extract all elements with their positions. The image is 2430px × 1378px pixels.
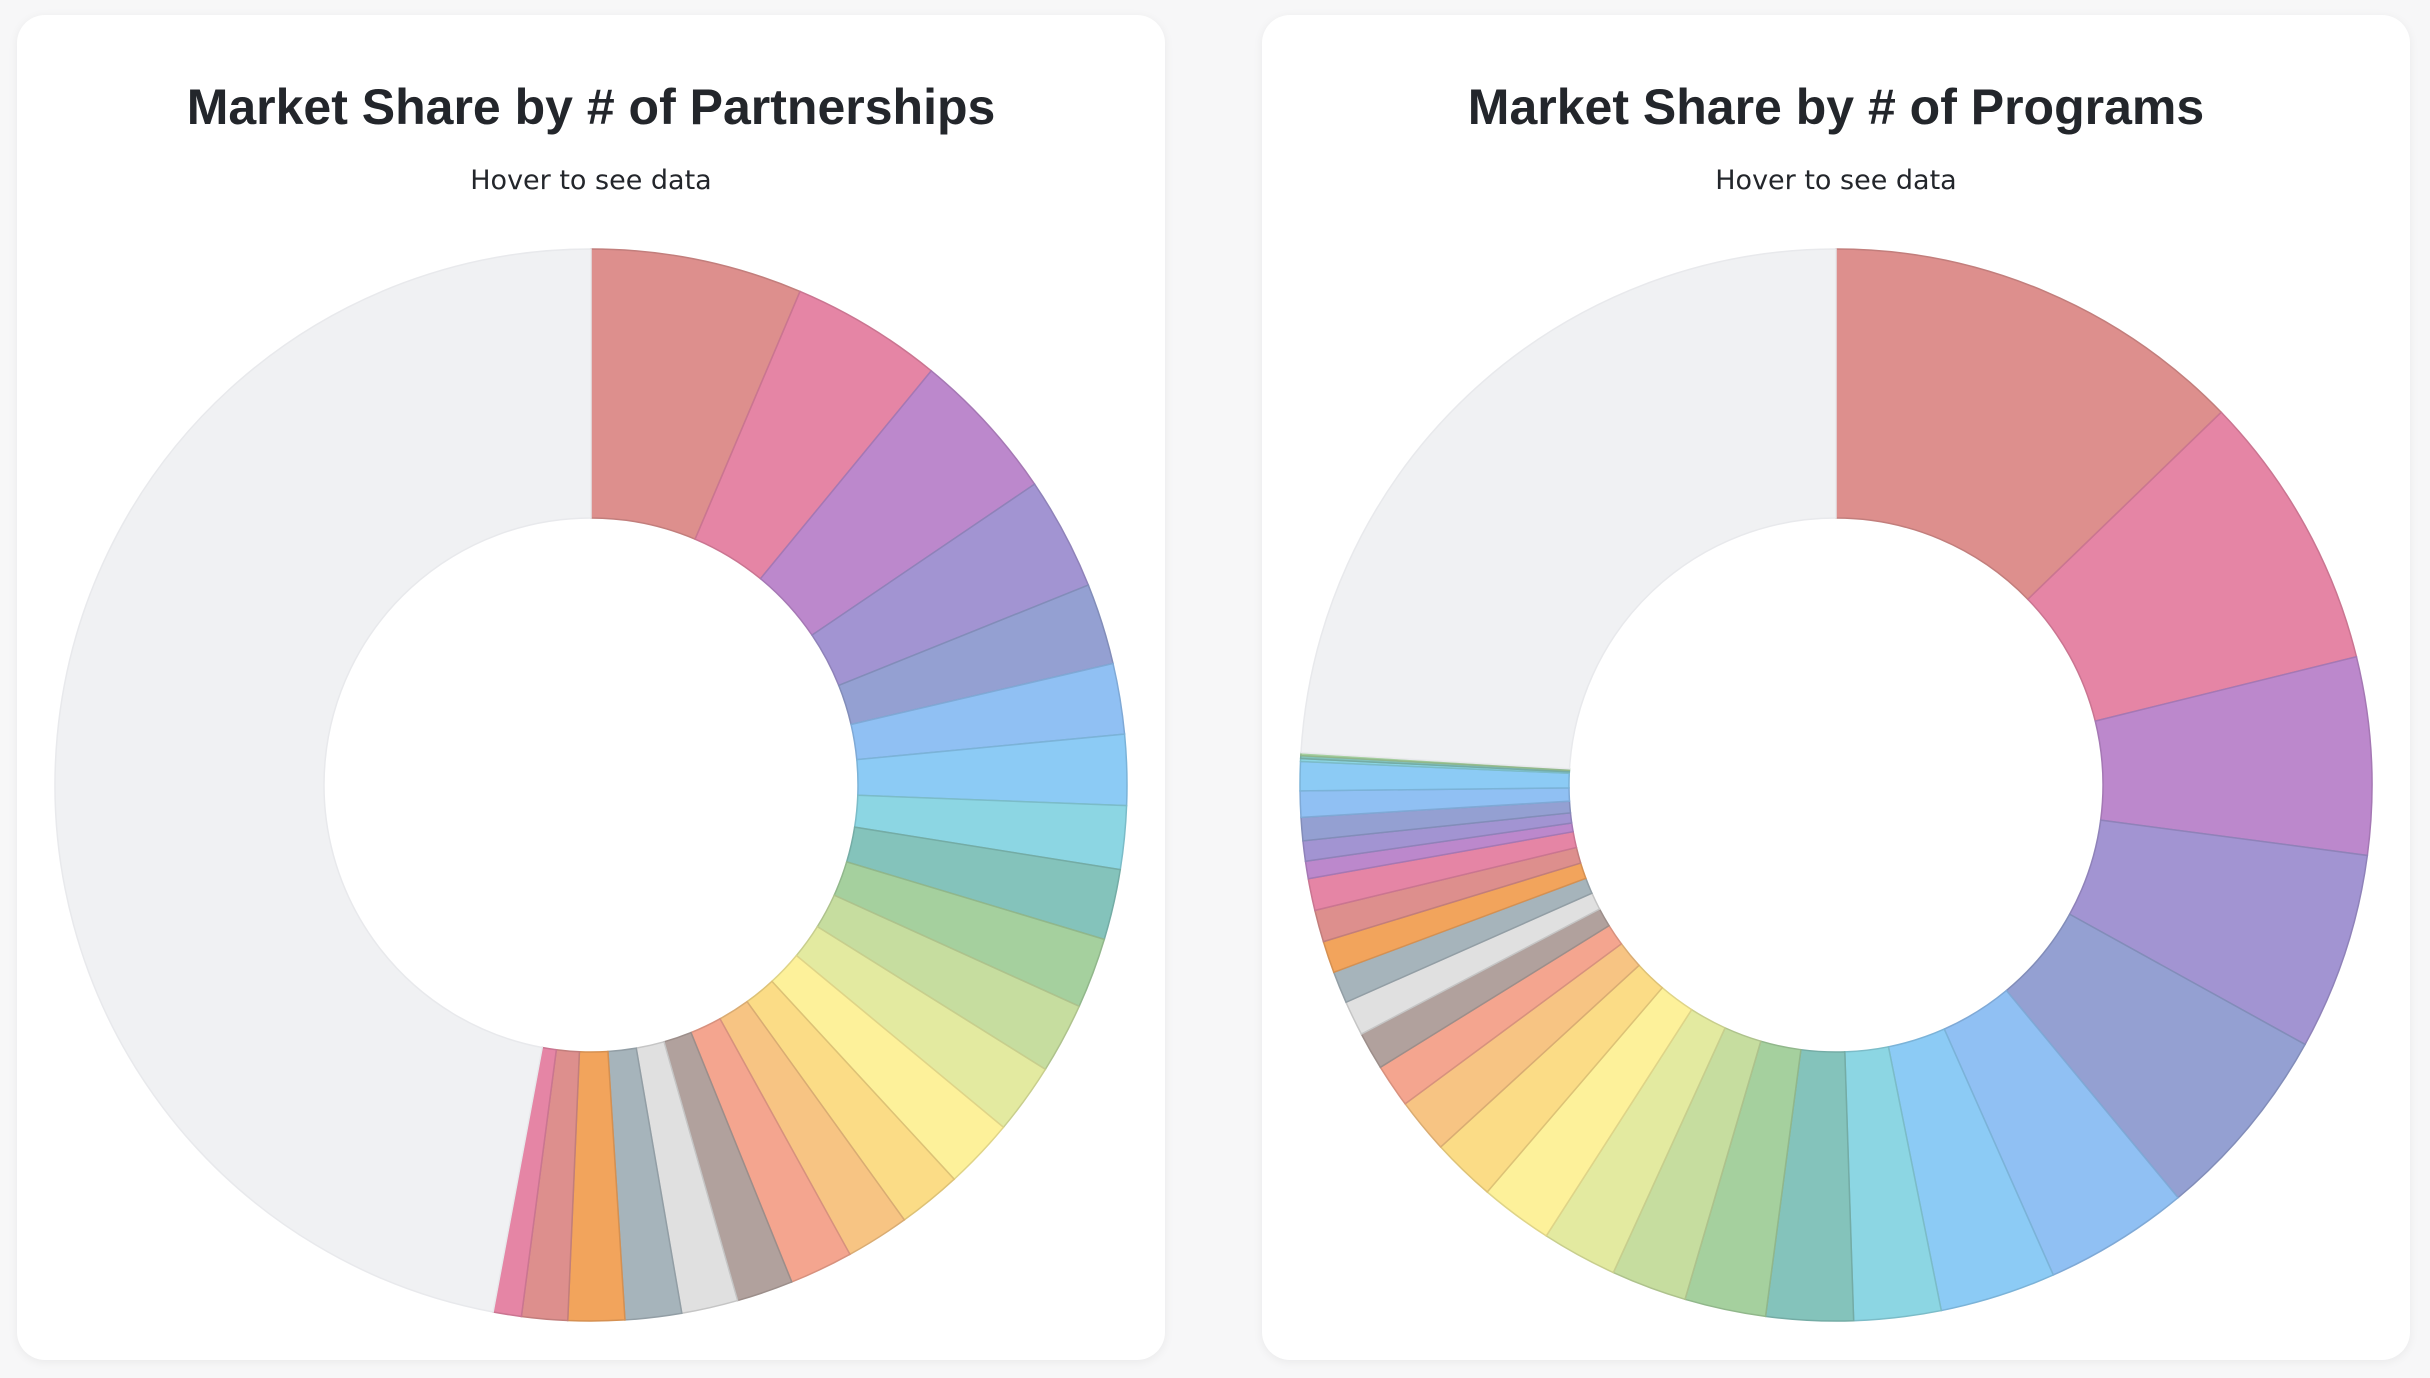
donut-slice-other[interactable] xyxy=(54,248,592,1313)
chart-subtitle: Hover to see data xyxy=(1715,165,1957,196)
chart-title: Market Share by # of Partnerships xyxy=(186,79,996,135)
partnerships-donut-chart[interactable] xyxy=(17,15,1165,1360)
donut-slice-1[interactable] xyxy=(1835,248,2223,601)
donut-slice-other[interactable] xyxy=(1300,248,1837,770)
chart-subtitle: Hover to see data xyxy=(470,165,712,196)
programs-chart-card: Market Share by # of Programs Hover to s… xyxy=(1262,15,2410,1360)
partnerships-chart-card: Market Share by # of Partnerships Hover … xyxy=(17,15,1165,1360)
chart-title: Market Share by # of Programs xyxy=(1467,79,2205,135)
programs-donut-chart[interactable] xyxy=(1262,15,2410,1360)
